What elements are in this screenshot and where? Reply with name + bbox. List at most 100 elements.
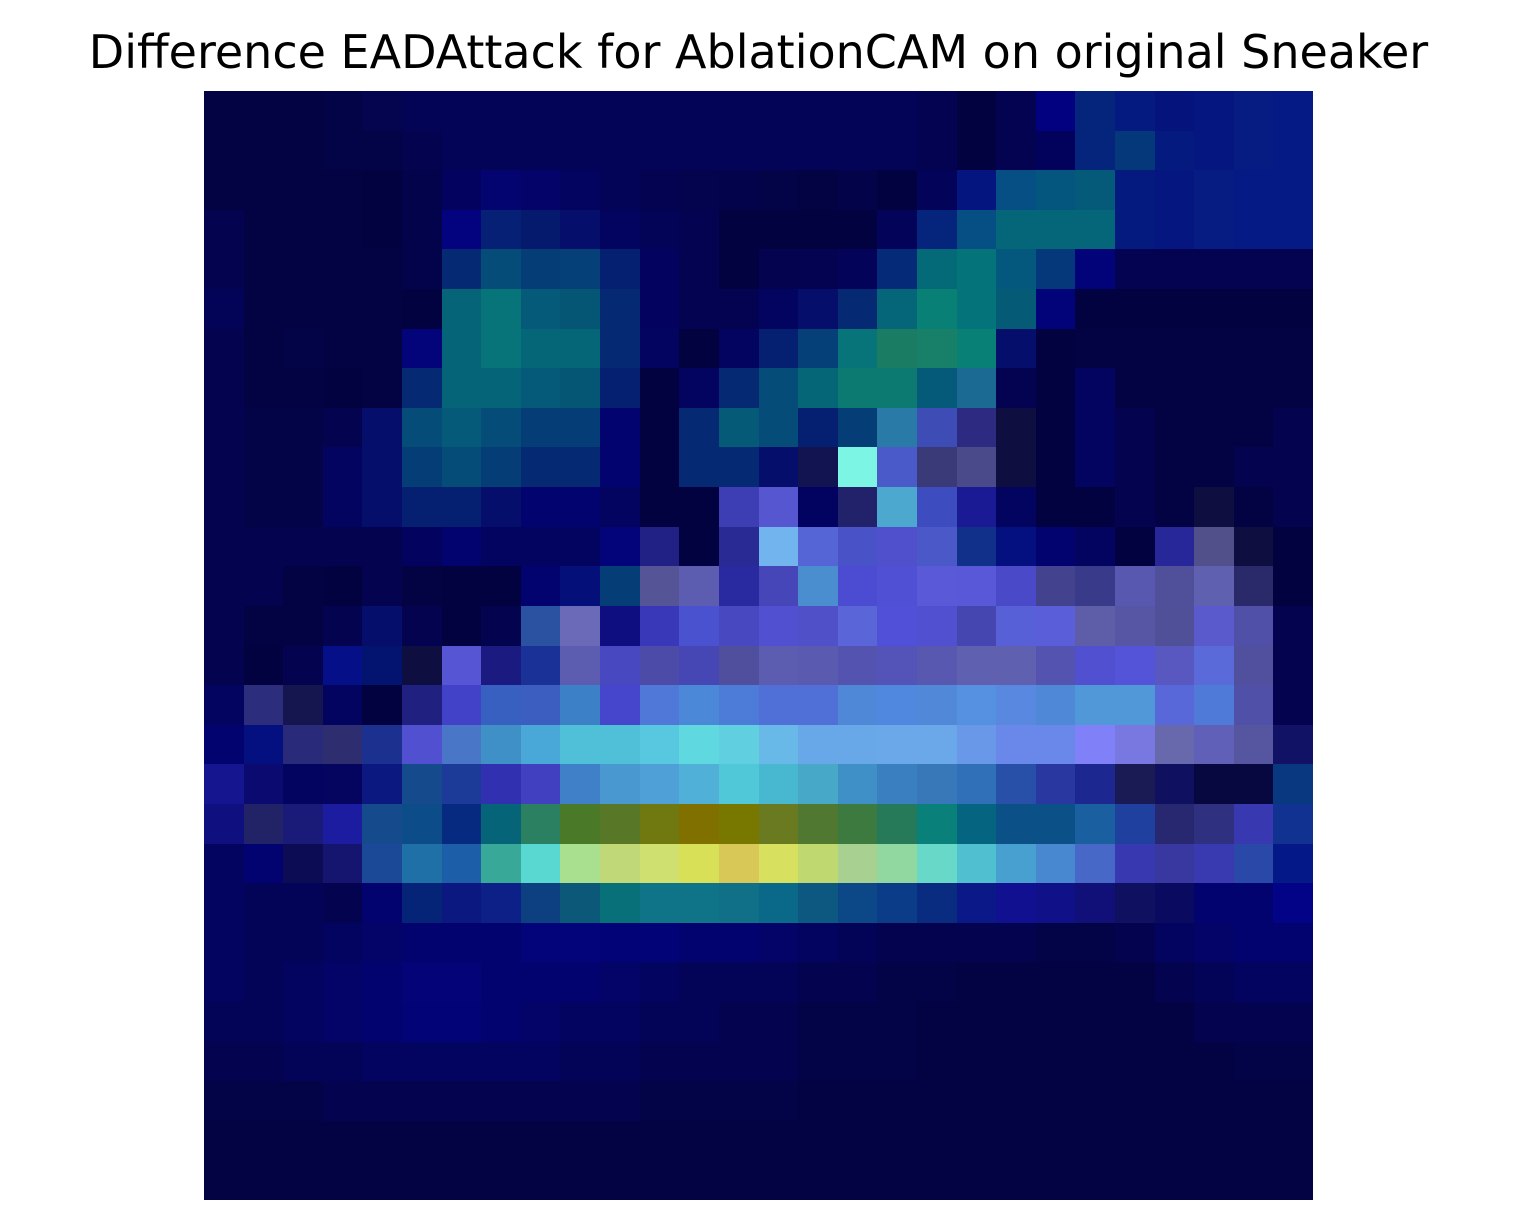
heatmap-cell xyxy=(1273,209,1313,250)
heatmap-cell xyxy=(1154,407,1195,448)
heatmap-cell xyxy=(837,645,878,686)
heatmap-cell xyxy=(204,922,244,963)
heatmap-cell xyxy=(1114,368,1155,408)
heatmap-cell xyxy=(243,328,284,369)
heatmap-cell xyxy=(718,1160,759,1200)
heatmap-cell xyxy=(520,685,561,725)
heatmap-cell xyxy=(679,843,719,884)
heatmap-cell xyxy=(1114,328,1155,369)
heatmap-cell xyxy=(283,447,323,488)
heatmap-cell xyxy=(1233,91,1274,131)
heatmap-cell xyxy=(679,170,719,210)
heatmap-cell xyxy=(1154,487,1195,527)
heatmap-cell xyxy=(718,1120,759,1161)
heatmap-cell xyxy=(837,1120,878,1161)
heatmap-cell xyxy=(243,843,284,884)
heatmap-cell xyxy=(402,328,442,369)
heatmap-cell xyxy=(837,1081,878,1121)
heatmap-cell xyxy=(956,1041,997,1082)
heatmap-cell xyxy=(1194,209,1234,250)
heatmap-cell xyxy=(520,249,561,290)
heatmap-cell xyxy=(560,685,601,725)
heatmap-cell xyxy=(1114,487,1155,527)
heatmap-cell xyxy=(243,724,284,765)
heatmap-cell xyxy=(639,1081,680,1121)
heatmap-cell xyxy=(243,685,284,725)
heatmap-cell xyxy=(283,170,323,210)
heatmap-cell xyxy=(956,289,997,329)
heatmap-cell xyxy=(1114,1001,1155,1042)
heatmap-cell xyxy=(560,328,601,369)
heatmap-cell xyxy=(520,91,561,131)
heatmap-cell xyxy=(837,1001,878,1042)
heatmap-cell xyxy=(1035,407,1076,448)
heatmap-cell xyxy=(560,289,601,329)
heatmap-cell xyxy=(560,447,601,488)
heatmap-cell xyxy=(758,487,799,527)
heatmap-cell xyxy=(916,803,957,844)
heatmap-cell xyxy=(877,209,917,250)
heatmap-cell xyxy=(1114,843,1155,884)
heatmap-cell xyxy=(837,328,878,369)
heatmap-cell xyxy=(877,526,917,567)
heatmap-cell xyxy=(1035,962,1076,1002)
heatmap-cell xyxy=(1233,1001,1274,1042)
heatmap-cell xyxy=(758,1120,799,1161)
heatmap-cell xyxy=(1075,605,1115,646)
heatmap-cell xyxy=(481,209,521,250)
heatmap-cell xyxy=(1154,170,1195,210)
heatmap-cell xyxy=(798,1041,838,1082)
heatmap-cell xyxy=(798,566,838,606)
heatmap-cell xyxy=(1233,922,1274,963)
heatmap-cell xyxy=(1273,487,1313,527)
heatmap-cell xyxy=(600,803,640,844)
heatmap-cell xyxy=(639,289,680,329)
heatmap-cell xyxy=(718,487,759,527)
heatmap-cell xyxy=(916,764,957,804)
heatmap-cell xyxy=(1114,764,1155,804)
heatmap-cell xyxy=(520,764,561,804)
heatmap-cell xyxy=(956,843,997,884)
heatmap-cell xyxy=(283,91,323,131)
heatmap-cell xyxy=(718,289,759,329)
heatmap-cell xyxy=(758,1160,799,1200)
heatmap-cell xyxy=(1273,447,1313,488)
heatmap-cell xyxy=(283,922,323,963)
heatmap-cell xyxy=(1273,1081,1313,1121)
heatmap-cell xyxy=(1154,328,1195,369)
heatmap-cell xyxy=(956,130,997,171)
heatmap-cell xyxy=(520,407,561,448)
heatmap-cell xyxy=(798,843,838,884)
heatmap-cell xyxy=(996,289,1036,329)
heatmap-cell xyxy=(1114,1120,1155,1161)
heatmap-cell xyxy=(798,91,838,131)
heatmap-cell xyxy=(1075,407,1115,448)
heatmap-cell xyxy=(758,605,799,646)
heatmap-cell xyxy=(1233,526,1274,567)
heatmap-cell xyxy=(798,1001,838,1042)
heatmap-cell xyxy=(1154,249,1195,290)
heatmap-cell xyxy=(441,1081,482,1121)
heatmap-cell xyxy=(243,803,284,844)
heatmap-cell xyxy=(1194,1081,1234,1121)
heatmap-cell xyxy=(1075,843,1115,884)
heatmap-cell xyxy=(1114,685,1155,725)
heatmap-cell xyxy=(916,170,957,210)
heatmap-cell xyxy=(362,526,403,567)
heatmap-cell xyxy=(718,883,759,923)
heatmap-cell xyxy=(481,566,521,606)
heatmap-cell xyxy=(1114,289,1155,329)
heatmap-cell xyxy=(322,130,363,171)
heatmap-cell xyxy=(1233,130,1274,171)
heatmap-cell xyxy=(243,645,284,686)
heatmap-cell xyxy=(1194,1160,1234,1200)
heatmap-cell xyxy=(837,249,878,290)
heatmap-cell xyxy=(1154,843,1195,884)
heatmap-cell xyxy=(916,1081,957,1121)
heatmap-cell xyxy=(996,487,1036,527)
heatmap-cell xyxy=(243,209,284,250)
heatmap-cell xyxy=(204,1001,244,1042)
heatmap-cell xyxy=(322,843,363,884)
heatmap-cell xyxy=(1075,922,1115,963)
heatmap-cell xyxy=(679,91,719,131)
